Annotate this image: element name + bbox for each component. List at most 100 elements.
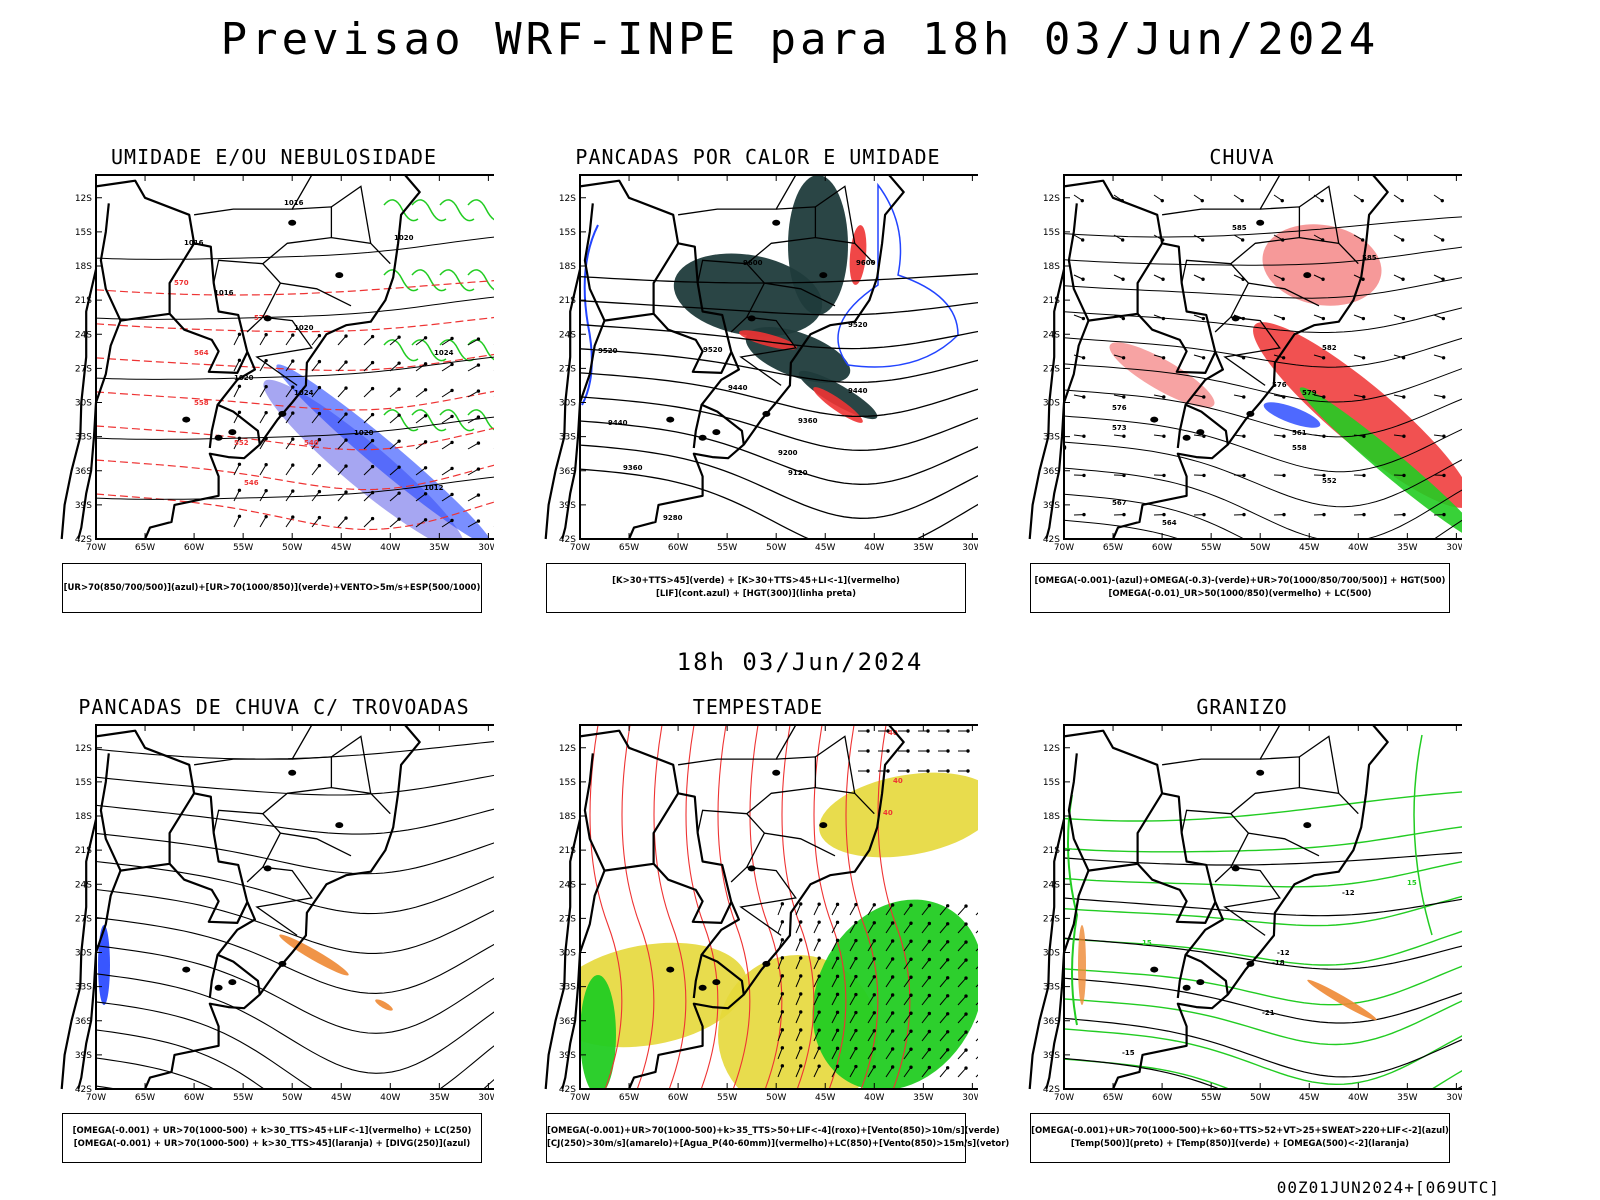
- lon-tick-label: 70W: [570, 543, 590, 553]
- lon-tick-label: 65W: [619, 543, 639, 553]
- wind-vector: [885, 994, 894, 1006]
- streamline-lc850: [621, 725, 655, 1089]
- wind-vector: [885, 1066, 894, 1078]
- caption-line: [OMEGA(-0.001) + UR>70(1000-500) + k>30_…: [73, 1139, 471, 1149]
- contour-label: 576: [1112, 404, 1127, 412]
- wind-vector-head: [872, 939, 876, 943]
- wind-vector-head: [909, 957, 913, 961]
- lake: [278, 410, 287, 417]
- wind-vector-head: [926, 749, 930, 753]
- wind-vector-head: [1082, 395, 1086, 399]
- wind-vector-head: [1242, 473, 1246, 478]
- wind-vector: [795, 993, 802, 1006]
- wind-vector: [777, 957, 783, 970]
- wind-vector-head: [1080, 198, 1084, 203]
- national-border: [1045, 870, 1090, 1090]
- wind-vector-head: [476, 441, 481, 445]
- wind-vector-head: [817, 1064, 821, 1068]
- wind-vector-head: [854, 920, 858, 925]
- lat-tick-label: 39S: [1043, 1051, 1060, 1061]
- wind-vector-head: [317, 359, 322, 364]
- streamline-lc850: [813, 725, 847, 1089]
- temp500-contour: [1064, 1017, 1462, 1078]
- lat-tick-label: 12S: [559, 744, 576, 754]
- wind-vector-head: [872, 957, 876, 961]
- wind-vector-head: [1322, 512, 1326, 517]
- wind-vector-head: [450, 466, 454, 471]
- wind-vector-head: [344, 438, 348, 442]
- lat-tick-label: 12S: [559, 194, 576, 204]
- wind-vector: [259, 490, 267, 502]
- contour-label: 9120: [788, 469, 808, 477]
- map-tempestade: 40 40 40 12S 15S 18S 21S 24S 27S 30S 33S 36S 39S 42S7…: [544, 724, 978, 1103]
- main-title: Previsao WRF-INPE para 18h 03/Jun/2024: [220, 14, 1380, 65]
- wind-vector-head: [1240, 238, 1245, 242]
- national-border: [95, 729, 261, 995]
- lat-tick-label: 30S: [75, 399, 92, 409]
- wind-vector-head: [780, 902, 785, 906]
- wind-vector: [311, 387, 320, 398]
- wind-vector-head: [370, 386, 375, 391]
- jet-area-yellow: [819, 772, 978, 858]
- wind-field: [233, 332, 494, 528]
- green-humidity-contour: [383, 199, 419, 222]
- streamline-lc850: [845, 725, 879, 1089]
- wind-vector: [415, 441, 426, 450]
- wind-vector: [337, 491, 347, 502]
- hgt300-contour: [580, 420, 978, 485]
- state-border: [261, 756, 352, 857]
- lake: [1231, 865, 1240, 872]
- lat-tick-label: 21S: [559, 296, 576, 306]
- national-border: [1045, 320, 1090, 540]
- lon-tick-label: 35W: [1397, 1093, 1417, 1103]
- wind-vector-head: [964, 940, 968, 944]
- national-border: [583, 203, 680, 322]
- wind-vector-head: [799, 1010, 803, 1014]
- wind-vector: [939, 959, 949, 970]
- wind-vector-head: [450, 388, 454, 393]
- wind-vector-head: [799, 956, 803, 960]
- wind-vector-head: [927, 939, 932, 944]
- wind-vector-head: [964, 994, 968, 998]
- wind-vector-head: [1161, 277, 1165, 281]
- lon-tick-label: 30W: [1446, 543, 1462, 553]
- wind-vector: [849, 940, 857, 952]
- wind-vector-head: [1121, 356, 1126, 360]
- wind-vector: [233, 360, 240, 372]
- wind-vector-head: [854, 1064, 858, 1069]
- wind-vector: [777, 903, 783, 916]
- temp850-contour: [1064, 791, 1462, 822]
- wind-vector: [831, 958, 838, 970]
- contour-label: -18: [1272, 959, 1285, 967]
- lake: [228, 429, 237, 436]
- lake: [747, 315, 756, 322]
- wind-vector-head: [317, 437, 322, 442]
- wind-vector-head: [1242, 512, 1246, 517]
- wind-vector-head: [964, 1030, 968, 1034]
- wind-vector-head: [817, 992, 821, 996]
- wind-vector: [831, 940, 838, 952]
- wind-vector: [921, 923, 930, 934]
- lat-tick-label: 24S: [1043, 880, 1060, 890]
- wind850-vectors: [777, 902, 978, 1078]
- state-border: [678, 174, 797, 216]
- contour-label: -21: [1262, 1009, 1275, 1017]
- lat-tick-label: 30S: [75, 949, 92, 959]
- panel-caption: [OMEGA(-0.001)+UR>70(1000-500)+k>60+TTS>…: [1030, 1113, 1450, 1163]
- contour-label: 9360: [798, 417, 818, 425]
- wind-vector-head: [317, 411, 322, 416]
- wind-vector: [939, 1067, 949, 1078]
- temp850-contour: [1064, 895, 1462, 927]
- lat-tick-label: 18S: [75, 812, 92, 822]
- hgt300-contour: [580, 468, 978, 539]
- wind-vector-head: [1162, 473, 1166, 478]
- wind-vector: [867, 1012, 875, 1024]
- temp850-contour: [1064, 860, 1462, 888]
- wind-vector: [259, 412, 267, 424]
- wind-vector-head: [476, 389, 481, 393]
- contour-label: 567: [1112, 499, 1127, 507]
- wind-vector: [363, 414, 373, 424]
- lake: [263, 865, 272, 872]
- contour-label: 9520: [703, 346, 723, 354]
- wind-vector: [921, 1031, 930, 1042]
